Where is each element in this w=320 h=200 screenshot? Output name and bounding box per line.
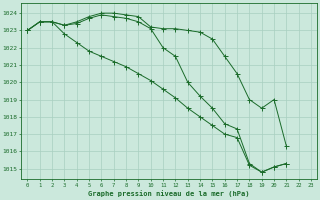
X-axis label: Graphe pression niveau de la mer (hPa): Graphe pression niveau de la mer (hPa) [89,190,250,197]
